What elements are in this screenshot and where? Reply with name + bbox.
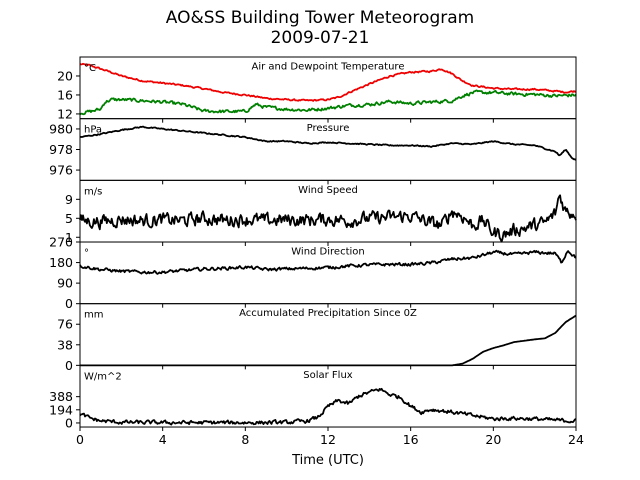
panel-unit-0: °C [84, 63, 96, 74]
ytick-label-5-2: 388 [49, 389, 73, 404]
x-axis-label: Time (UTC) [291, 453, 364, 468]
ytick-label-1-0: 976 [49, 163, 73, 178]
ytick-label-5-1: 194 [49, 402, 73, 417]
panel-title-1: Pressure [307, 123, 350, 134]
xtick-label-6: 24 [568, 432, 584, 447]
ytick-label-0-1: 16 [57, 87, 73, 102]
ytick-label-3-2: 180 [49, 255, 73, 270]
series-line-4-0 [80, 314, 577, 367]
ytick-label-2-2: 9 [65, 192, 73, 207]
series-line-2-0 [79, 194, 577, 243]
xtick-label-5: 20 [485, 432, 501, 447]
series-line-1-0 [79, 125, 577, 161]
ytick-label-3-0: 0 [65, 296, 73, 311]
ytick-label-3-1: 90 [57, 276, 73, 291]
figure-subtitle: 2009-07-21 [270, 28, 370, 48]
xtick-label-1: 4 [159, 432, 167, 447]
panel-unit-5: W/m^2 [84, 371, 122, 382]
xtick-label-2: 8 [241, 432, 249, 447]
ytick-label-2-0: 1 [65, 230, 73, 245]
ytick-label-0-2: 20 [57, 68, 73, 83]
ytick-label-0-0: 12 [57, 106, 73, 121]
panel-unit-4: mm [84, 310, 103, 321]
xtick-label-0: 0 [76, 432, 84, 447]
panel-title-5: Solar Flux [303, 370, 353, 381]
panel-unit-2: m/s [84, 186, 102, 197]
xtick-label-4: 16 [403, 432, 419, 447]
panel-title-2: Wind Speed [298, 185, 358, 196]
series-line-0-0 [79, 62, 577, 102]
ytick-label-4-1: 38 [57, 337, 73, 352]
panel-title-0: Air and Dewpoint Temperature [252, 62, 405, 73]
panel-unit-1: hPa [84, 125, 102, 136]
ytick-label-2-1: 5 [65, 211, 73, 226]
ytick-label-1-2: 980 [49, 121, 73, 136]
panel-unit-3: ° [84, 248, 89, 259]
figure-title: AO&SS Building Tower Meteorogram [165, 8, 475, 28]
ytick-label-3-3: 270 [49, 235, 73, 250]
ytick-label-5-0: 0 [65, 415, 73, 430]
xtick-label-3: 12 [320, 432, 336, 447]
series-line-3-0 [79, 249, 577, 275]
panel-title-3: Wind Direction [291, 247, 365, 258]
panel-title-4: Accumulated Precipitation Since 0Z [239, 308, 417, 319]
ytick-label-4-2: 76 [57, 317, 73, 332]
series-line-5-0 [79, 387, 577, 426]
ytick-label-4-0: 0 [65, 358, 73, 373]
series-line-0-1 [79, 89, 577, 116]
ytick-label-1-1: 978 [49, 142, 73, 157]
